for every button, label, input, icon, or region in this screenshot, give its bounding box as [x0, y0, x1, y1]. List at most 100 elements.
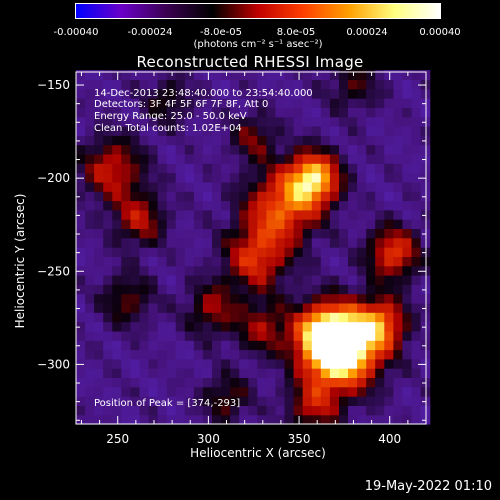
heatmap-cell [329, 284, 340, 295]
heatmap-cell [248, 368, 258, 378]
heatmap-cell [193, 368, 204, 378]
heatmap-cell [157, 321, 168, 332]
heatmap-cell [320, 330, 331, 341]
heatmap-cell [94, 340, 104, 351]
heatmap-cell [366, 200, 376, 211]
heatmap-cell [257, 330, 267, 341]
heatmap-cell [411, 275, 422, 285]
heatmap-cell [302, 349, 313, 360]
heatmap-cell [257, 163, 267, 174]
heatmap-cell [221, 284, 231, 295]
heatmap-cell [411, 302, 422, 313]
heatmap-cell [148, 302, 159, 313]
heatmap-cell [76, 79, 86, 90]
heatmap-cell [76, 414, 86, 425]
heatmap-cell [166, 98, 177, 108]
heatmap-cell [94, 284, 104, 295]
heatmap-cell [293, 405, 304, 416]
heatmap-cell [284, 386, 295, 397]
heatmap-cell [411, 284, 422, 295]
heatmap-cell [202, 414, 213, 425]
heatmap-cell [402, 321, 413, 332]
heatmap-cell [202, 135, 213, 146]
heatmap-cell [230, 70, 240, 80]
heatmap-cell [420, 405, 431, 416]
heatmap-cell [329, 79, 340, 90]
heatmap-cell [393, 358, 404, 369]
heatmap-cell [94, 247, 104, 257]
heatmap-cell [193, 135, 204, 146]
heatmap-cell [193, 340, 204, 351]
heatmap-cell [248, 219, 258, 229]
heatmap-cell [148, 312, 159, 323]
heatmap-cell [193, 265, 204, 276]
heatmap-cell [221, 256, 231, 267]
heatmap-cell [248, 209, 258, 220]
heatmap-cell [348, 144, 358, 155]
heatmap-cell [239, 265, 249, 276]
heatmap-cell [166, 302, 177, 313]
heatmap-cell [94, 144, 104, 155]
heatmap-cell [311, 191, 322, 202]
heatmap-cell [320, 116, 331, 127]
heatmap-cell [257, 302, 267, 313]
heatmap-cell [348, 219, 358, 229]
heatmap-cell [221, 321, 231, 332]
heatmap-cell [85, 98, 95, 108]
heatmap-cell [76, 181, 86, 192]
heatmap-cell [157, 107, 168, 118]
heatmap-cell [248, 377, 258, 388]
heatmap-cell [94, 200, 104, 211]
heatmap-cell [230, 414, 240, 425]
heatmap-cell [239, 368, 249, 378]
heatmap-cell [230, 237, 240, 248]
heatmap-cell [193, 70, 204, 80]
heatmap-cell [248, 126, 258, 136]
heatmap-cell [411, 191, 422, 202]
heatmap-cell [339, 191, 349, 202]
heatmap-cell [175, 321, 186, 332]
heatmap-cell [411, 144, 422, 155]
heatmap-cell [339, 321, 349, 332]
heatmap-cell [121, 70, 131, 80]
heatmap-cell [130, 265, 141, 276]
heatmap-cell [121, 377, 131, 388]
heatmap-cell [402, 200, 413, 211]
heatmap-cell [193, 209, 204, 220]
heatmap-cell [293, 88, 304, 99]
heatmap-cell [248, 396, 258, 406]
heatmap-cell [121, 405, 131, 416]
heatmap-cell [230, 172, 240, 183]
heatmap-cell [212, 275, 222, 285]
heatmap-cell [293, 107, 304, 118]
heatmap-cell [221, 163, 231, 174]
heatmap-cell [148, 284, 159, 295]
heatmap-cell [275, 275, 286, 285]
heatmap-cell [85, 330, 95, 341]
heatmap-cell [302, 135, 313, 146]
heatmap-cell [266, 153, 277, 164]
heatmap-cell [239, 284, 249, 295]
heatmap-cell [76, 153, 86, 164]
heatmap-cell [402, 265, 413, 276]
heatmap-cell [320, 181, 331, 192]
heatmap-cell [257, 349, 267, 360]
heatmap-cell [420, 293, 431, 304]
heatmap-cell [76, 293, 86, 304]
heatmap-cell [339, 284, 349, 295]
heatmap-cell [293, 228, 304, 239]
heatmap-cell [266, 79, 277, 90]
heatmap-cell [366, 153, 376, 164]
heatmap-cell [85, 265, 95, 276]
heatmap-cell [275, 247, 286, 257]
heatmap-cell [293, 209, 304, 220]
heatmap-cell [357, 358, 367, 369]
heatmap-cell [311, 284, 322, 295]
heatmap-cell [320, 368, 331, 378]
heatmap-cell [311, 358, 322, 369]
heatmap-cell [302, 302, 313, 313]
heatmap-cell [139, 377, 150, 388]
heatmap-cell [329, 275, 340, 285]
heatmap-cell [94, 172, 104, 183]
heatmap-cell [148, 377, 159, 388]
